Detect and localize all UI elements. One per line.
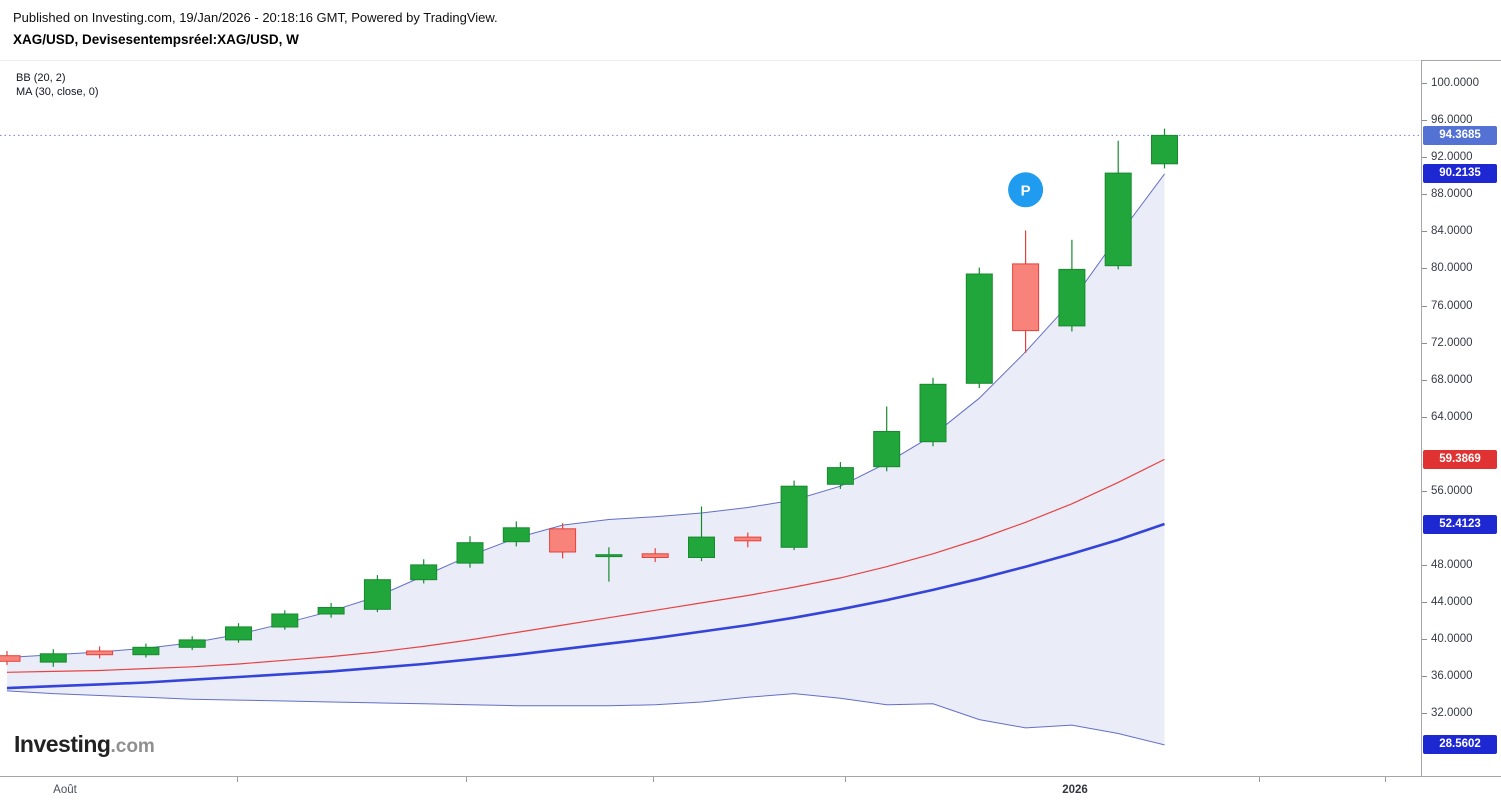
time-tick: [1385, 777, 1386, 782]
price-tick: 80.0000: [1422, 261, 1473, 275]
published-line: Published on Investing.com, 19/Jan/2026 …: [13, 10, 498, 25]
price-tick: 76.0000: [1422, 299, 1473, 313]
candle-body: [780, 485, 808, 548]
time-label-2026: 2026: [1062, 784, 1088, 796]
candle-body: [0, 655, 21, 662]
price-tick: 36.0000: [1422, 669, 1473, 683]
price-tick: 32.0000: [1422, 706, 1473, 720]
candle-body: [178, 639, 206, 648]
candle-body: [734, 536, 762, 542]
candle-body: [86, 650, 114, 656]
price-label-ma30: 52.4123: [1423, 514, 1497, 534]
investing-logo: Investing.com: [14, 731, 155, 758]
bb-basis-line: [6, 458, 1165, 673]
candle-body: [595, 554, 623, 558]
candle-body: [873, 431, 901, 468]
candles: [0, 128, 1178, 667]
candle-body: [456, 542, 484, 564]
ma30-line: [6, 522, 1165, 690]
chart-header: Published on Investing.com, 19/Jan/2026 …: [0, 0, 1501, 60]
time-tick: [845, 777, 846, 782]
price-label-bb-lower: 28.5602: [1423, 735, 1497, 755]
price-tick: 92.0000: [1422, 150, 1473, 164]
investing-logo-suffix: .com: [110, 736, 155, 757]
price-tick: 68.0000: [1422, 373, 1473, 387]
candle-body: [1104, 172, 1132, 267]
investing-logo-brand: Investing: [14, 731, 111, 757]
candle-body: [641, 553, 669, 558]
candle-body: [317, 607, 345, 615]
price-tick: 72.0000: [1422, 336, 1473, 350]
candle-body: [271, 613, 299, 628]
candle-body: [965, 273, 993, 384]
price-tick: 44.0000: [1422, 595, 1473, 609]
price-label-last-price: 94.3685: [1423, 125, 1497, 145]
price-tick: 88.0000: [1422, 187, 1473, 201]
price-tick: 56.0000: [1422, 484, 1473, 498]
marker-p-label: P: [1021, 182, 1031, 199]
price-axis[interactable]: 100.0000 96.0000 92.0000 88.0000 84.0000 80.0…: [1421, 60, 1501, 776]
chart-canvas[interactable]: P: [0, 61, 1421, 777]
bb-fill: [7, 173, 1165, 745]
price-label-bb-upper: 90.2135: [1423, 164, 1497, 184]
bb-lower-line: [6, 690, 1165, 746]
price-label-bb-basis: 59.3869: [1423, 449, 1497, 469]
symbol-line: XAG/USD, Devisesentempsréel:XAG/USD, W: [13, 32, 299, 47]
candle-body: [39, 653, 67, 663]
price-tick: 100.0000: [1422, 76, 1479, 90]
price-tick: 48.0000: [1422, 558, 1473, 572]
candle-body: [688, 536, 715, 559]
candle-body: [225, 626, 252, 641]
price-tick: 64.0000: [1422, 410, 1473, 424]
chart-area[interactable]: P BB (20, 2) MA (30, close, 0) Investing…: [0, 60, 1421, 776]
time-label-août: Août: [53, 784, 77, 796]
price-tick: 84.0000: [1422, 224, 1473, 238]
candle-body: [363, 579, 391, 610]
candle-body: [502, 527, 530, 543]
indicator-bb-label[interactable]: BB (20, 2): [16, 72, 66, 84]
candle-body: [410, 564, 438, 581]
indicator-ma-label[interactable]: MA (30, close, 0): [16, 86, 99, 98]
candle-body: [1012, 263, 1040, 332]
time-tick: [653, 777, 654, 782]
price-tick: 96.0000: [1422, 113, 1473, 127]
candle-body: [826, 467, 854, 485]
price-tick: 40.0000: [1422, 632, 1473, 646]
time-tick: [237, 777, 238, 782]
candle-body: [549, 528, 577, 553]
marker-p[interactable]: [1008, 172, 1044, 208]
indicator-legend: BB (20, 2) MA (30, close, 0): [16, 71, 99, 99]
candle-body: [1058, 268, 1086, 327]
candle-body: [1151, 134, 1178, 165]
time-axis[interactable]: Août 2026: [0, 776, 1501, 807]
time-tick: [1259, 777, 1260, 782]
time-tick: [466, 777, 467, 782]
candle-body: [919, 383, 947, 443]
candle-body: [132, 646, 160, 656]
